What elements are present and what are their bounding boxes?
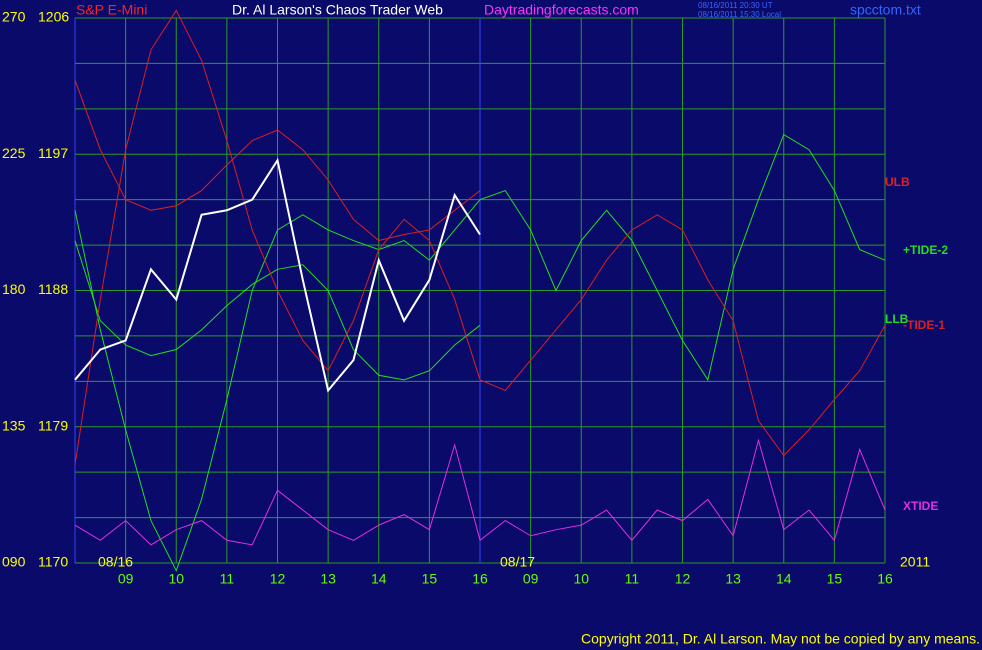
x-tick-label: 09	[118, 571, 134, 587]
x-tick-label: 13	[320, 571, 336, 587]
series-line	[74, 79, 481, 242]
y-tick-label: 1179	[38, 417, 68, 433]
price-line	[74, 157, 481, 393]
y2-tick-label: 180	[2, 281, 26, 297]
x-tick-label: 14	[776, 571, 792, 587]
legend-label: ULB	[885, 175, 910, 189]
x-tick-label: 10	[573, 571, 589, 587]
y2-tick-label: 135	[2, 417, 26, 433]
timestamp: 08/16/2011 15:30 Local	[698, 10, 781, 19]
copyright: Copyright 2011, Dr. Al Larson. May not b…	[581, 631, 980, 647]
x-tick-label: 13	[725, 571, 741, 587]
x-tick-label: 12	[270, 571, 286, 587]
x-tick-label: 11	[220, 571, 235, 587]
x-tick-label: 16	[877, 571, 893, 587]
x-tick-label: 16	[472, 571, 488, 587]
file-name: spcctom.txt	[850, 2, 921, 18]
date-label: 2011	[900, 554, 930, 570]
legend-label: -TIDE-1	[903, 318, 945, 332]
x-tick-label: 10	[168, 571, 184, 587]
x-tick-label: 11	[625, 571, 640, 587]
x-tick-label: 15	[422, 571, 438, 587]
title: Dr. Al Larson's Chaos Trader Web	[232, 2, 443, 18]
y-tick-label: 1197	[38, 145, 68, 161]
x-tick-label: 14	[371, 571, 387, 587]
series-line	[74, 240, 481, 381]
series-line	[74, 438, 886, 546]
y2-tick-label: 270	[2, 9, 26, 25]
x-tick-label: 09	[523, 571, 539, 587]
date-label: 08/17	[500, 554, 535, 570]
series-line	[74, 133, 886, 572]
y2-tick-label: 090	[2, 554, 26, 570]
y2-tick-label: 225	[2, 145, 26, 161]
y-tick-label: 1188	[38, 281, 68, 297]
legend-label: LLB	[885, 312, 909, 326]
site: Daytradingforecasts.com	[484, 2, 639, 18]
date-label: 08/16	[98, 554, 133, 570]
legend-label: XTIDE	[903, 499, 938, 513]
timestamp: 08/16/2011 20:30 UT	[698, 1, 773, 10]
y-tick-label: 1170	[38, 554, 68, 570]
legend-label: +TIDE-2	[903, 243, 948, 257]
y-tick-label: 1206	[38, 9, 69, 25]
series-line	[74, 9, 886, 465]
x-tick-label: 12	[675, 571, 691, 587]
x-tick-label: 15	[827, 571, 843, 587]
symbol: S&P E-Mini	[76, 2, 147, 18]
